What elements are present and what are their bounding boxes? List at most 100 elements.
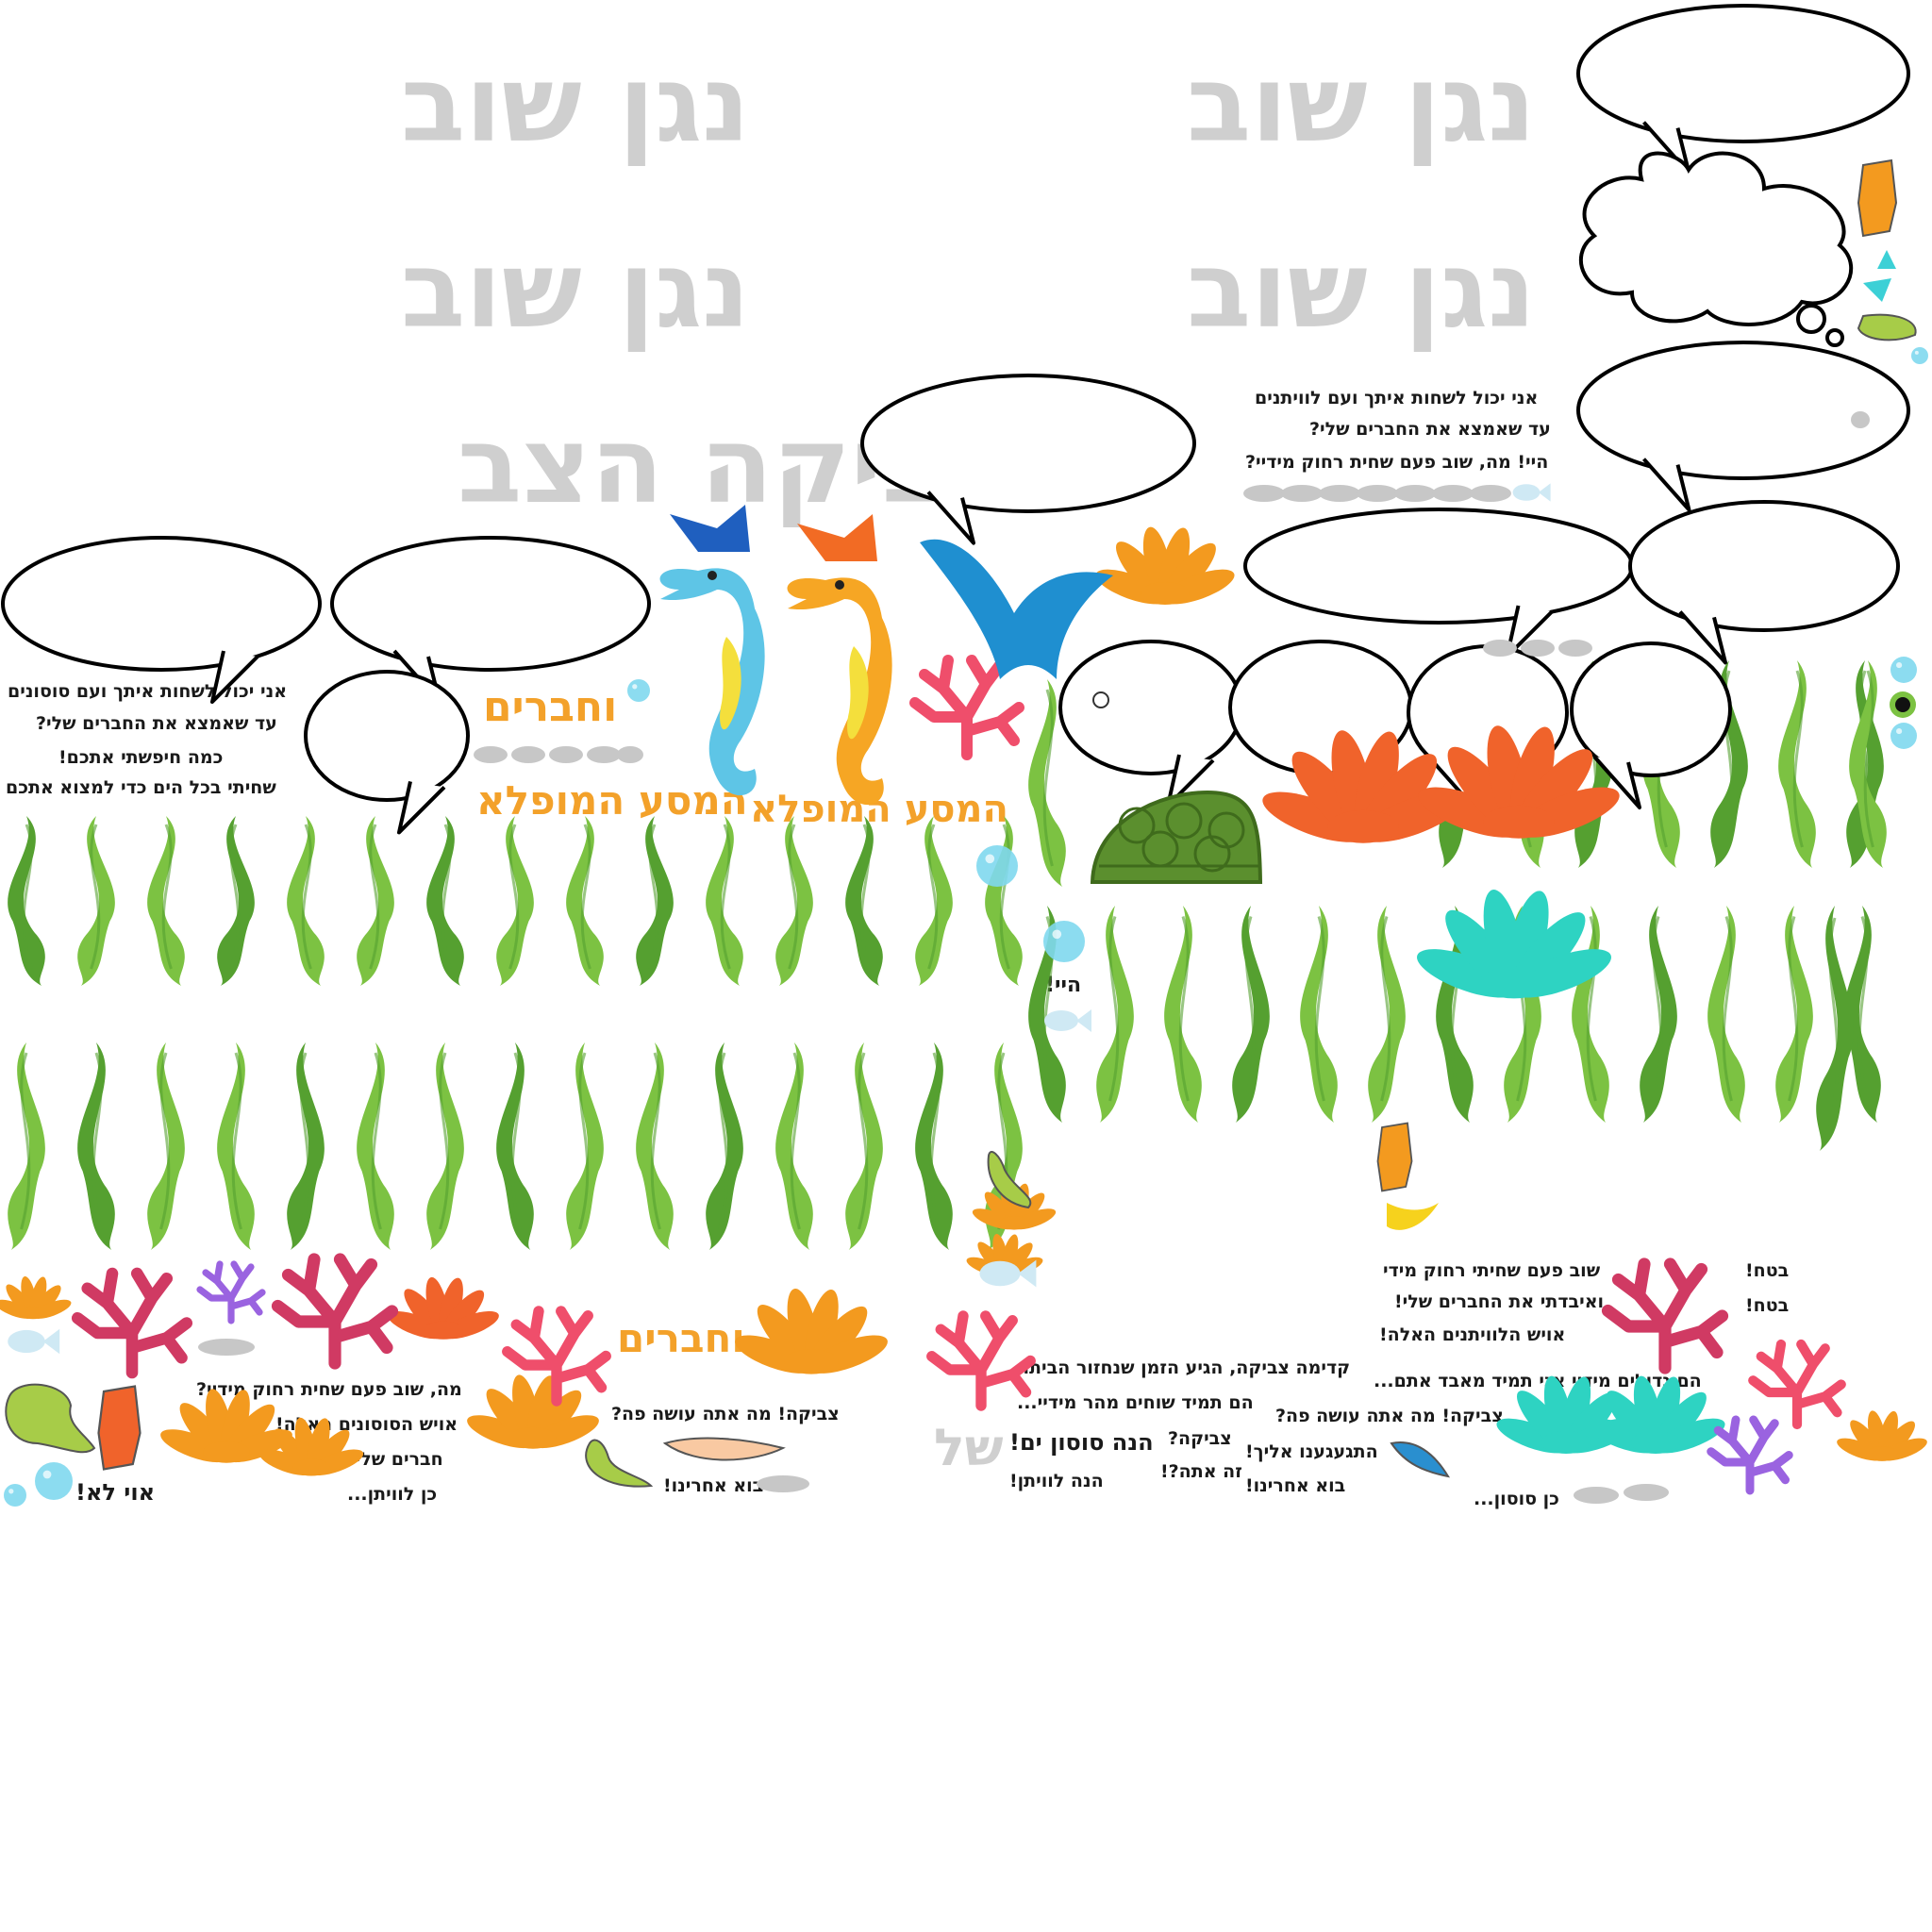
stone [1394,485,1436,502]
stone [1319,485,1360,502]
stone [1470,485,1511,502]
seaweed [8,1042,45,1250]
caption-whale-1: אני יכול לשחות איתך ועם לוויתנים [1255,388,1539,408]
seaweed [426,816,464,986]
caption-missed-you: התגעגענו אליך! [1245,1441,1378,1462]
caption-hey: היי! [1045,974,1082,997]
coral [1418,725,1620,839]
seaweed [706,816,743,986]
caption-seahorse-4: שחיתי בכל הים כדי למצוא אתכם [6,777,276,798]
seaweed [357,1042,394,1250]
coral [735,1288,888,1374]
stone [511,746,545,763]
stone [198,1339,255,1356]
caption-come-after: בוא אחרינו! [663,1475,764,1496]
seaweed [915,1042,953,1250]
caption-yes-seahorse: כן סוסון... [1474,1489,1559,1509]
seaweed [1368,906,1406,1123]
seaweed [775,1042,813,1250]
speech-bubble [1570,641,1732,809]
bubble [627,679,650,702]
coral [1707,1415,1793,1495]
caption-tzvika-what: צביקה! מה אתה עושה פה? [611,1404,840,1424]
bubble [4,1484,26,1507]
seaweed [1775,906,1813,1123]
coral [502,1306,611,1407]
caption-bottom-left-4: כן לוויתן... [347,1484,438,1505]
coral [271,1253,399,1370]
bubble [976,845,1018,887]
stone [1851,411,1870,428]
caption-seahorse-3: כמה חיפשתי אתכם! [58,747,224,768]
speech-bubble [860,374,1196,545]
stone [1483,640,1517,657]
coral [196,1260,266,1324]
small-fish [8,1328,60,1355]
seaweed [426,1042,464,1250]
seaweed [1232,906,1270,1123]
caption-lost-2: ואיבדתי את החברים שלי! [1394,1291,1605,1312]
whale-tail [1390,1441,1451,1478]
bubble [35,1462,73,1500]
coral [71,1267,193,1379]
caption-come-after-2: בוא אחרינו! [1245,1475,1346,1496]
stone [549,746,583,763]
play-again-text-3: נגן שוב [401,229,750,352]
small-fish [979,1259,1037,1288]
turtle-flipper [5,1383,96,1454]
friends-title-2: וחברים [617,1315,745,1361]
stone [1432,485,1474,502]
coral [1417,890,1611,999]
stone [1558,640,1592,657]
seaweed [77,1042,115,1250]
seaweed [217,816,255,986]
sea-bottle [1857,158,1898,238]
seaweed [147,816,185,986]
seaweed [496,816,534,986]
caption-home-1: קדימה צביקה, הגיע הזמן שנחזור הביתה [1017,1357,1351,1378]
seaweed [1849,660,1887,868]
coral [1748,1339,1846,1430]
seaweed [287,816,325,986]
stone [1624,1484,1669,1501]
seaweed [1572,906,1609,1123]
stone [1574,1487,1619,1504]
of-word: של [934,1418,1004,1477]
coral [1496,1375,1636,1454]
seaweed [775,816,813,986]
caption-home-2: הם תמיד שוחים מהר מידיי... [1017,1392,1254,1413]
caption-whale-3: היי! מה, שוב פעם שחית רחוק מידיי? [1245,452,1549,473]
seaweed [287,1042,325,1250]
seaweed [1164,906,1202,1123]
sea-bottle [97,1385,142,1471]
seaweed [706,1042,743,1250]
seahorse-blue [659,505,765,796]
caption-sure-1: בטח! [1745,1260,1790,1281]
small-fish [1512,483,1551,502]
bubble [1890,657,1917,683]
turtle-flipper [585,1439,654,1488]
stone [1243,485,1285,502]
bubble [1911,347,1928,364]
seaweed [1640,906,1677,1123]
seaweed [1778,660,1816,868]
caption-big: הם גדולים מידיי אני תמיד מאבד אתם... [1374,1371,1702,1391]
journey-title-1: המסע המופלא [476,777,748,824]
eye [1092,691,1916,718]
seahorse-orange [787,514,892,806]
caption-oh-no: אוי לא! [75,1479,156,1506]
caption-tzvika-what-2: צביקה! מה אתה עושה פה? [1275,1406,1504,1426]
turtle-flipper [662,1437,786,1461]
play-again-text-4: נגן שוב [1187,229,1536,352]
stone [1281,485,1323,502]
play-again-text-2: נגן שוב [1187,43,1536,166]
thought-cloud [1578,151,1854,347]
stone [757,1475,809,1492]
bubble [1890,723,1917,749]
coral [258,1417,364,1476]
fish-tail [1387,250,1896,1230]
speech-bubble [1628,500,1900,665]
caption-sure-2: בטח! [1745,1295,1790,1316]
speech-bubble [1243,508,1634,658]
